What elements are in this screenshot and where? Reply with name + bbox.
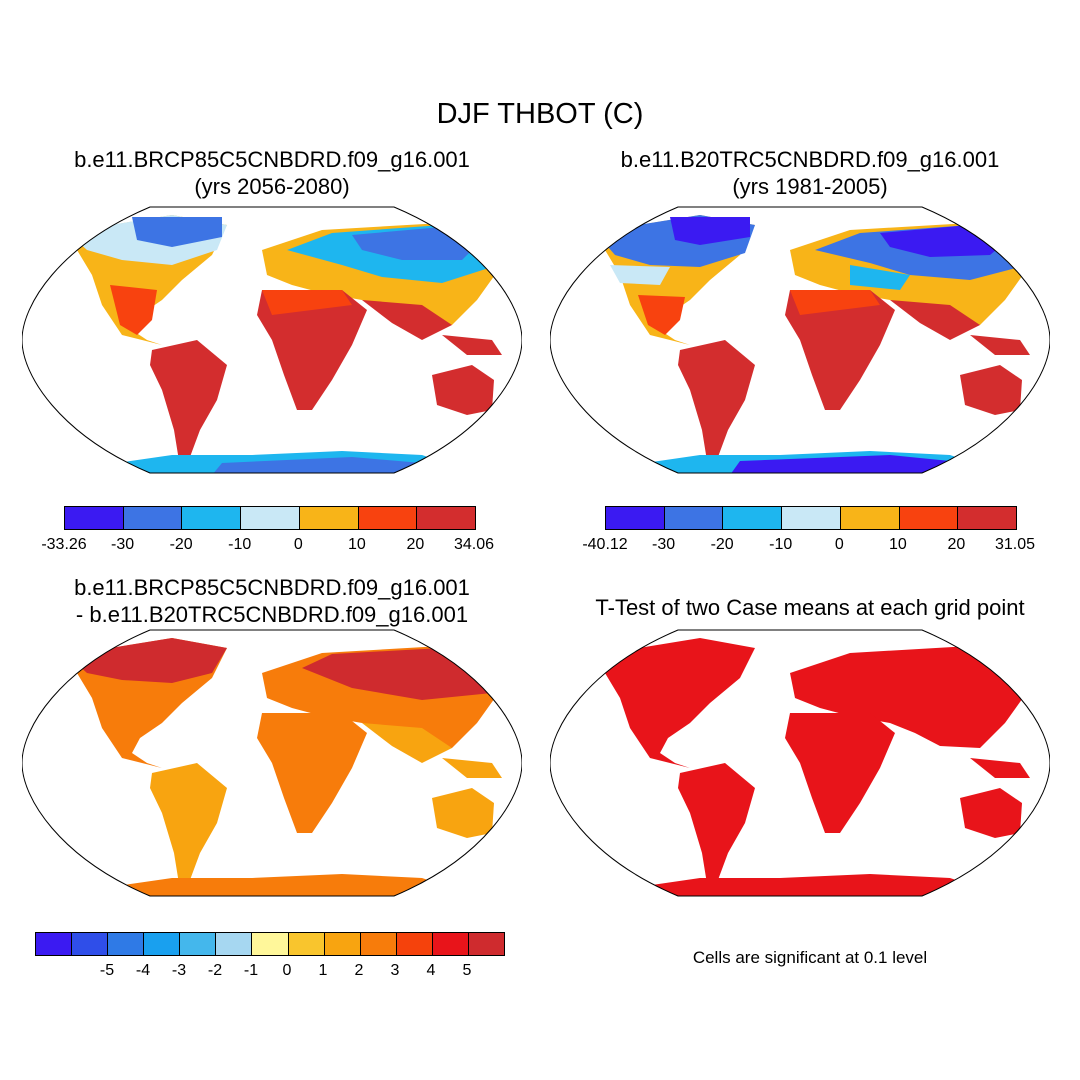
colorbar-tick-label: -40.12 [582, 536, 628, 553]
colorbar-tick-label: -5 [99, 962, 115, 979]
colorbar-swatch [664, 507, 724, 529]
colorbar-tick-label: -20 [710, 536, 734, 553]
colorbar-swatch [182, 507, 242, 529]
colorbar-swatch [958, 507, 1017, 529]
colorbar-swatch [606, 507, 665, 529]
future-temperature-map [22, 206, 522, 474]
panel-ttest-title-line1: T-Test of two Case means at each grid po… [595, 595, 1025, 620]
panel-difference-title: b.e11.BRCP85C5CNBDRD.f09_g16.001 - b.e11… [22, 574, 522, 628]
colorbar-swatch [358, 507, 418, 529]
historical-colorbar-ticks: -40.12 -30 -20 -10 0 10 20 31.05 [582, 536, 1035, 556]
colorbar-swatch [899, 507, 959, 529]
colorbar-tick-label: -10 [228, 536, 252, 553]
panel-historical-title: b.e11.B20TRC5CNBDRD.f09_g16.001 (yrs 198… [560, 146, 1060, 200]
map-boundary [550, 629, 1050, 897]
australia [432, 365, 494, 415]
colorbar-tick-label: -30 [111, 536, 135, 553]
colorbar-swatch [216, 933, 253, 955]
panel-future-title: b.e11.BRCP85C5CNBDRD.f09_g16.001 (yrs 20… [22, 146, 522, 200]
panel-historical-title-line1: b.e11.B20TRC5CNBDRD.f09_g16.001 [620, 147, 1000, 172]
colorbar-tick-label: -4 [135, 962, 151, 979]
significance-note: Cells are significant at 0.1 level [692, 948, 928, 967]
africa [257, 290, 367, 410]
colorbar-swatch [123, 507, 183, 529]
colorbar-tick-label: 3 [390, 962, 400, 979]
difference-map [22, 629, 522, 897]
colorbar-tick-label: -30 [652, 536, 676, 553]
colorbar-tick-label: 0 [293, 536, 303, 553]
panel-future-title-line2: (yrs 2056-2080) [194, 174, 350, 199]
panel-future-title-line1: b.e11.BRCP85C5CNBDRD.f09_g16.001 [74, 147, 470, 172]
colorbar-swatch [36, 933, 73, 955]
future-colorbar [64, 506, 476, 530]
panel-difference-title-line2: - b.e11.B20TRC5CNBDRD.f09_g16.001 [75, 602, 469, 627]
map-boundary [22, 206, 522, 474]
colorbar-tick-label: 0 [282, 962, 292, 979]
colorbar-swatch [180, 933, 217, 955]
colorbar-tick-label: 2 [354, 962, 364, 979]
difference-colorbar-ticks: -5 -4 -3 -2 -1 0 1 2 3 4 5 [35, 962, 503, 982]
colorbar-tick-label: -1 [243, 962, 259, 979]
colorbar-swatch [299, 507, 359, 529]
colorbar-tick-label: 10 [888, 536, 907, 553]
panel-difference-title-line1: b.e11.BRCP85C5CNBDRD.f09_g16.001 [74, 575, 470, 600]
difference-colorbar [35, 932, 505, 956]
historical-colorbar [605, 506, 1017, 530]
colorbar-tick-label: -2 [207, 962, 223, 979]
map-boundary [550, 206, 1050, 474]
colorbar-tick-label: -10 [769, 536, 793, 553]
panel-historical-title-line2: (yrs 1981-2005) [732, 174, 888, 199]
colorbar-swatch [840, 507, 900, 529]
colorbar-swatch [468, 933, 505, 955]
colorbar-tick-label: 4 [426, 962, 436, 979]
colorbar-tick-label: -33.26 [41, 536, 87, 553]
colorbar-swatch [432, 933, 469, 955]
future-colorbar-ticks: -33.26 -30 -20 -10 0 10 20 34.06 [41, 536, 494, 556]
colorbar-swatch [396, 933, 433, 955]
colorbar-tick-label: 5 [462, 962, 472, 979]
colorbar-swatch [782, 507, 841, 529]
south-america [150, 340, 227, 467]
historical-temperature-map [550, 206, 1050, 474]
panel-ttest-title: T-Test of two Case means at each grid po… [560, 594, 1060, 621]
colorbar-tick-label: 20 [406, 536, 425, 553]
colorbar-tick-label: 1 [318, 962, 328, 979]
colorbar-swatch [72, 933, 109, 955]
colorbar-swatch [324, 933, 361, 955]
colorbar-swatch [144, 933, 181, 955]
colorbar-swatch [65, 507, 124, 529]
figure-title: DJF THBOT (C) [436, 98, 644, 130]
colorbar-tick-label: -3 [171, 962, 187, 979]
colorbar-swatch [288, 933, 325, 955]
colorbar-tick-label: 0 [834, 536, 844, 553]
colorbar-swatch [417, 507, 476, 529]
colorbar-tick-label: 20 [947, 536, 966, 553]
colorbar-tick-label: 31.05 [994, 536, 1036, 553]
colorbar-swatch [252, 933, 289, 955]
map-boundary [22, 629, 522, 897]
ttest-significance-map [550, 629, 1050, 897]
colorbar-tick-label: 10 [347, 536, 366, 553]
colorbar-swatch [241, 507, 300, 529]
colorbar-swatch [723, 507, 783, 529]
colorbar-swatch [360, 933, 397, 955]
colorbar-tick-label: 34.06 [453, 536, 495, 553]
colorbar-swatch [108, 933, 145, 955]
colorbar-tick-label: -20 [169, 536, 193, 553]
